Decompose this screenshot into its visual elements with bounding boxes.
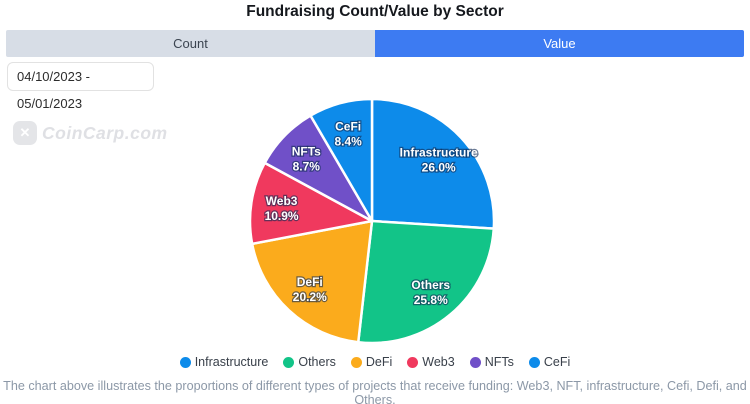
pie-label-defi: DeFi 20.2%: [293, 275, 327, 304]
pie-chart-svg: Infrastructure 26.0% Others 25.8% DeFi 20.2% W…: [248, 97, 496, 345]
legend-item-others[interactable]: Others: [283, 355, 336, 369]
tab-value[interactable]: Value: [375, 30, 744, 57]
tab-count[interactable]: Count: [6, 30, 375, 57]
date-range-picker[interactable]: 04/10/2023 - 05/01/2023: [7, 62, 154, 111]
legend-label: CeFi: [543, 355, 571, 369]
legend-dot-nfts: [469, 356, 481, 368]
coincarp-logo-icon: ✕: [13, 121, 37, 145]
pie-label-cefi: CeFi 8.4%: [334, 120, 362, 149]
page-title: Fundraising Count/Value by Sector: [246, 3, 504, 20]
pie-label-others: Others 25.8%: [411, 278, 450, 307]
legend-dot-defi: [350, 356, 362, 368]
footer-note: The chart above illustrates the proporti…: [3, 379, 747, 404]
legend-item-defi[interactable]: DeFi: [350, 355, 393, 369]
legend-item-web3[interactable]: Web3: [407, 355, 455, 369]
legend-item-infrastructure[interactable]: Infrastructure: [179, 355, 269, 369]
pie-label-web3: Web3 10.9%: [265, 194, 299, 223]
legend-label: NFTs: [484, 355, 514, 369]
pie-slice-infrastructure[interactable]: [370, 97, 496, 230]
watermark-text: CoinCarp.com: [42, 122, 168, 143]
pie-slice-cefi[interactable]: [309, 97, 374, 223]
pie-chart: Infrastructure 26.0% Others 25.8% DeFi 20.2% W…: [237, 86, 507, 356]
watermark: ✕ CoinCarp.com: [13, 121, 168, 145]
legend-item-cefi[interactable]: CeFi: [528, 355, 571, 369]
pie-slice-others[interactable]: [356, 219, 496, 345]
legend-dot-others: [283, 356, 295, 368]
legend-dot-web3: [407, 356, 419, 368]
pie-label-nfts: NFTs 8.7%: [292, 144, 321, 173]
legend-dot-cefi: [528, 356, 540, 368]
legend-label: Infrastructure: [194, 355, 269, 369]
legend-label: Others: [298, 355, 336, 369]
pie-slice-web3[interactable]: [248, 161, 374, 246]
chart-legend: Infrastructure Others DeFi Web3 NFTs CeFi: [0, 355, 750, 369]
count-value-tabbar: Count Value: [6, 30, 744, 57]
legend-dot-infrastructure: [179, 356, 191, 368]
legend-label: DeFi: [365, 355, 393, 369]
pie-label-infrastructure: Infrastructure 26.0%: [400, 145, 478, 174]
pie-slice-defi[interactable]: [250, 219, 374, 344]
legend-item-nfts[interactable]: NFTs: [469, 355, 514, 369]
legend-label: Web3: [422, 355, 455, 369]
